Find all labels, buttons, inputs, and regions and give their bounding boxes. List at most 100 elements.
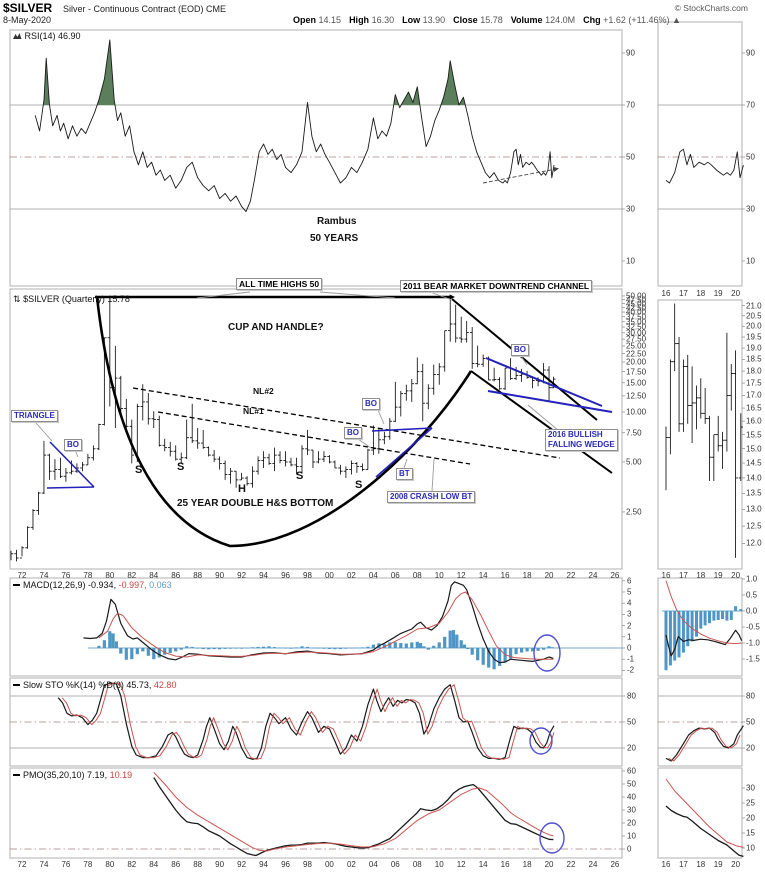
x-axis-label: 80 bbox=[105, 859, 115, 869]
annotation-text: NL#2 bbox=[253, 386, 274, 396]
indicator-icon bbox=[13, 33, 22, 39]
x-axis-label: 04 bbox=[368, 859, 378, 869]
y-axis-label: 19.5 bbox=[746, 332, 762, 342]
series-mpmo_sig bbox=[665, 778, 744, 848]
x-axis-label: 19 bbox=[713, 859, 723, 869]
y-axis-label: 20.0 bbox=[746, 321, 762, 331]
series-mmacd_line bbox=[665, 629, 743, 657]
y-axis-label: 7.50 bbox=[626, 428, 642, 438]
y-axis-label: 20 bbox=[627, 743, 636, 753]
x-axis-label: 96 bbox=[281, 859, 290, 869]
callout-pointer bbox=[357, 438, 372, 449]
annotation-text: S bbox=[135, 464, 143, 476]
y-axis-label: 37.50 bbox=[626, 312, 647, 322]
y-axis-label: 70 bbox=[746, 100, 755, 110]
x-axis-label: 26 bbox=[610, 570, 620, 580]
x-axis-label: 72 bbox=[17, 570, 27, 580]
callout-pointer bbox=[74, 449, 79, 458]
x-axis-label: 78 bbox=[83, 570, 93, 580]
macd-panel-label: MACD(12,26,9) -0.934, -0.997, 0.063 bbox=[13, 580, 172, 590]
quote-field: Chg +1.62 (+11.46%) ▲ bbox=[583, 15, 681, 25]
y-axis-label: -0.5 bbox=[746, 622, 760, 632]
quote-field: Open 14.15 bbox=[293, 15, 342, 25]
panel-mrsi bbox=[657, 21, 743, 287]
x-axis-label: 86 bbox=[171, 859, 181, 869]
y-axis-label: 15.0 bbox=[746, 444, 762, 454]
series-sto_d bbox=[61, 682, 555, 760]
y-axis-label: 12.5 bbox=[746, 521, 762, 531]
x-axis-label: 16 bbox=[500, 570, 510, 580]
x-axis-label: 20 bbox=[544, 859, 554, 869]
y-axis-label: 47.50 bbox=[626, 295, 647, 305]
quote-field: Low 13.90 bbox=[402, 15, 446, 25]
y-axis-label: 32.50 bbox=[626, 322, 647, 332]
y-axis-label: 10 bbox=[746, 256, 755, 266]
annotation-text: S bbox=[177, 461, 185, 473]
y-axis-label: 15 bbox=[746, 828, 755, 838]
y-axis-label: 80 bbox=[746, 691, 755, 701]
y-axis-label: 2.50 bbox=[626, 507, 642, 517]
trendline bbox=[470, 370, 613, 474]
instrument-description: Silver - Continuous Contract (EOD) CME bbox=[63, 4, 227, 14]
y-axis-label: 14.0 bbox=[746, 473, 762, 483]
y-axis-label: 35.00 bbox=[626, 317, 647, 327]
y-axis-label: 17.5 bbox=[746, 378, 762, 388]
callout-pointer bbox=[35, 422, 53, 442]
y-axis-label: 2 bbox=[627, 621, 632, 631]
x-axis-label: 12 bbox=[456, 570, 466, 580]
x-axis-label: 20 bbox=[731, 859, 741, 869]
x-axis-label: 14 bbox=[478, 570, 488, 580]
x-axis-label: 08 bbox=[412, 859, 422, 869]
annotation-callout: 2011 BEAR MARKET DOWNTREND CHANNEL bbox=[400, 280, 593, 292]
x-axis-label: 96 bbox=[281, 570, 290, 580]
panel-mpmo bbox=[657, 767, 743, 859]
x-axis-label: 80 bbox=[105, 570, 115, 580]
y-axis-label: 20 bbox=[746, 813, 755, 823]
y-axis-label: 1 bbox=[627, 632, 632, 642]
line-swatch-icon bbox=[13, 774, 20, 776]
annotation-callout: BO bbox=[511, 344, 529, 356]
y-axis-label: 13.5 bbox=[746, 488, 762, 498]
x-axis-label: 17 bbox=[678, 570, 688, 580]
trendline bbox=[371, 427, 433, 432]
x-axis-label: 10 bbox=[434, 570, 444, 580]
y-axis-label: 50 bbox=[746, 717, 755, 727]
x-axis-label: 08 bbox=[412, 570, 422, 580]
annotation-text: Rambus bbox=[317, 216, 357, 227]
x-axis-label: 76 bbox=[61, 570, 71, 580]
trendline bbox=[132, 387, 561, 459]
y-axis-label: 5.00 bbox=[626, 457, 642, 467]
annotation-text: S bbox=[296, 470, 304, 482]
ticker-symbol: $SILVER bbox=[3, 1, 53, 15]
y-axis-label: 50 bbox=[746, 152, 755, 162]
y-axis-label: 70 bbox=[626, 100, 635, 110]
y-axis-label: 14.5 bbox=[746, 458, 762, 468]
trendline bbox=[451, 298, 598, 421]
x-axis-label: 78 bbox=[83, 859, 93, 869]
x-axis-label: 98 bbox=[303, 570, 312, 580]
x-axis-label: 18 bbox=[696, 288, 706, 298]
rsi-overbought-fill bbox=[35, 40, 554, 105]
callout-pointer bbox=[403, 458, 408, 469]
series-macd_sig bbox=[98, 591, 554, 660]
x-axis-label: 22 bbox=[566, 570, 576, 580]
annotation-text: CUP AND HANDLE? bbox=[228, 322, 324, 333]
quote-field: High 16.30 bbox=[349, 15, 395, 25]
x-axis-label: 88 bbox=[193, 859, 203, 869]
x-axis-label: 18 bbox=[696, 570, 706, 580]
x-axis-label: 20 bbox=[731, 288, 741, 298]
y-axis-label: 15.00 bbox=[626, 378, 647, 388]
panel-macd bbox=[9, 577, 623, 677]
y-axis-label: 0 bbox=[627, 643, 632, 653]
series-msto_k bbox=[665, 725, 744, 762]
quote-summary: Open 14.15 High 16.30 Low 13.90 Close 15.78… bbox=[293, 15, 681, 25]
annotation-callout: 2016 BULLISH FALLING WEDGE bbox=[545, 429, 618, 451]
x-axis-label: 90 bbox=[215, 859, 225, 869]
y-axis-label: 20.00 bbox=[626, 357, 647, 367]
x-axis-label: 94 bbox=[259, 859, 268, 869]
y-axis-label: 20.5 bbox=[746, 311, 762, 321]
trendline bbox=[375, 427, 433, 478]
quote-field: Volume 124.0M bbox=[510, 15, 576, 25]
y-axis-label: -1 bbox=[627, 654, 635, 664]
